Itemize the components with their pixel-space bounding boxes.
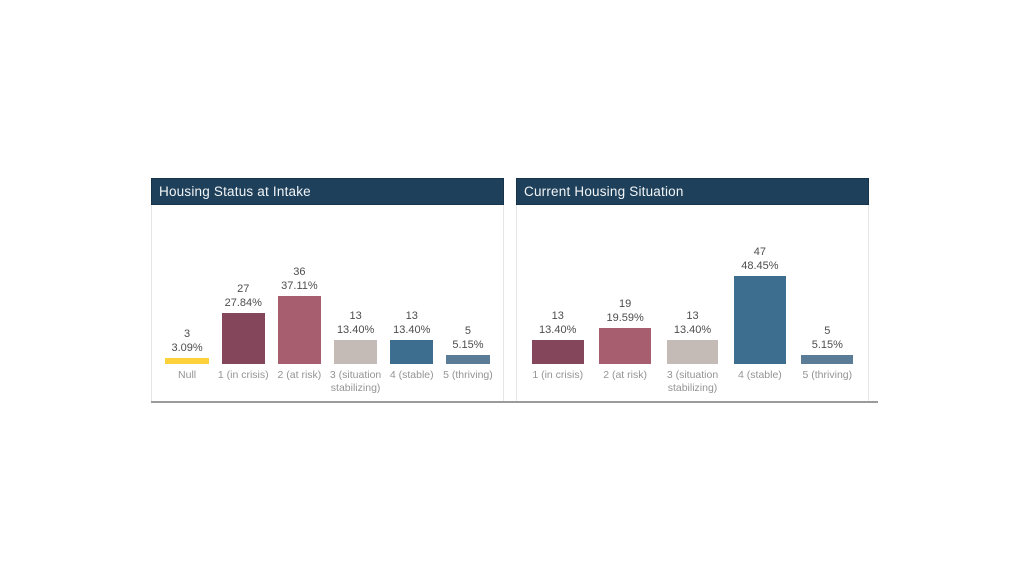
x-axis-label-1-in-crisis: 1 (in crisis) (532, 369, 584, 381)
bar-group-2-at-risk: 36 37.11% 2 (at risk) (271, 205, 327, 401)
bar-percent-label: 27.84% (224, 296, 262, 309)
bar-percent-label: 48.45% (741, 259, 779, 272)
bar-group-4-stable: 47 48.45% 4 (stable) (726, 205, 793, 401)
panel-housing-status-at-intake: Housing Status at Intake 3 3.09% Null 27 27.… (151, 178, 504, 401)
bar-1-in-crisis[interactable] (221, 313, 265, 364)
dashboard-zone: Housing Status at Intake 3 3.09% Null 27 27.… (151, 178, 878, 403)
bar-count-label: 13 (349, 310, 362, 322)
panel-current-housing-situation: Current Housing Situation 13 13.40% 1 (in … (516, 178, 869, 401)
bar-1-in-crisis[interactable] (531, 340, 584, 364)
bar-3-situation-stabilizing[interactable] (333, 340, 378, 364)
bar-count-label: 13 (405, 310, 418, 322)
bar-value-label: 13 13.40% (337, 310, 374, 337)
bar-value-label: 19 19.59% (606, 298, 643, 325)
x-axis-label-3-situation-stabilizing: 3 (situation stabilizing) (666, 369, 719, 394)
bar-count-label: 3 (184, 328, 191, 340)
bar-group-5-thriving: 5 5.15% 5 (thriving) (440, 205, 496, 401)
bar-value-label: 5 5.15% (812, 325, 843, 352)
x-axis-label-2-at-risk: 2 (at risk) (277, 369, 322, 381)
bar-percent-label: 19.59% (606, 311, 644, 324)
bar-value-label: 13 13.40% (539, 310, 576, 337)
bar-group-1-in-crisis: 13 13.40% 1 (in crisis) (524, 205, 591, 401)
bar-group-1-in-crisis: 27 27.84% 1 (in crisis) (215, 205, 271, 401)
bar-group-2-at-risk: 19 19.59% 2 (at risk) (591, 205, 658, 401)
bar-value-label: 13 13.40% (674, 310, 711, 337)
bar-percent-label: 5.15% (452, 338, 484, 351)
bar-percent-label: 13.40% (336, 323, 375, 336)
x-axis-label-4-stable: 4 (stable) (738, 369, 782, 381)
bar-count-label: 5 (464, 325, 471, 337)
bar-chart-housing-status-at-intake: 3 3.09% Null 27 27.84% 1 (in crisis) 36 37.11% 2… (151, 205, 504, 401)
x-axis-label-4-stable: 4 (stable) (389, 369, 434, 381)
x-axis-label-null: Null (178, 369, 197, 381)
chart-panels: Housing Status at Intake 3 3.09% Null 27 27.… (151, 178, 878, 401)
chart-title-current-housing-situation: Current Housing Situation (516, 178, 869, 205)
chart-title-housing-status-at-intake: Housing Status at Intake (151, 178, 504, 205)
bar-count-label: 5 (824, 325, 831, 337)
x-axis-label-3-situation-stabilizing: 3 (situation stabilizing) (329, 369, 382, 394)
bar-2-at-risk[interactable] (599, 328, 652, 364)
x-axis-label-1-in-crisis: 1 (in crisis) (217, 369, 269, 381)
bar-group-3-situation-stabilizing: 13 13.40% 3 (situation stabilizing) (659, 205, 726, 401)
bar-percent-label: 3.09% (171, 341, 203, 354)
bar-2-at-risk[interactable] (277, 296, 322, 364)
bar-percent-label: 5.15% (811, 338, 843, 351)
bar-value-label: 47 48.45% (741, 246, 778, 273)
bar-count-label: 47 (753, 246, 767, 258)
bar-percent-label: 13.40% (673, 323, 712, 336)
bar-percent-label: 13.40% (393, 323, 431, 336)
bar-value-label: 36 37.11% (281, 266, 318, 293)
bar-group-5-thriving: 5 5.15% 5 (thriving) (794, 205, 861, 401)
bar-count-label: 27 (237, 283, 250, 295)
bar-count-label: 13 (686, 310, 699, 322)
bar-5-thriving[interactable] (446, 355, 490, 364)
bar-4-stable[interactable] (733, 276, 786, 364)
bar-group-4-stable: 13 13.40% 4 (stable) (384, 205, 440, 401)
x-axis-label-5-thriving: 5 (thriving) (443, 369, 493, 381)
bar-5-thriving[interactable] (801, 355, 854, 364)
bar-percent-label: 13.40% (539, 323, 577, 336)
bar-group-null: 3 3.09% Null (159, 205, 215, 401)
bar-value-label: 13 13.40% (393, 310, 430, 337)
bar-null[interactable] (165, 358, 209, 364)
bar-value-label: 27 27.84% (225, 283, 262, 310)
bar-chart-current-housing-situation: 13 13.40% 1 (in crisis) 19 19.59% 2 (at risk)… (516, 205, 869, 401)
bar-count-label: 13 (551, 310, 564, 322)
bar-3-situation-stabilizing[interactable] (666, 340, 719, 364)
bar-value-label: 5 5.15% (452, 325, 483, 352)
bar-count-label: 36 (293, 266, 306, 278)
bar-value-label: 3 3.09% (171, 328, 202, 355)
bar-group-3-situation-stabilizing: 13 13.40% 3 (situation stabilizing) (328, 205, 384, 401)
bar-count-label: 19 (618, 298, 632, 310)
bar-percent-label: 37.11% (281, 279, 318, 292)
bar-4-stable[interactable] (390, 340, 434, 364)
x-axis-label-2-at-risk: 2 (at risk) (603, 369, 647, 381)
x-axis-label-5-thriving: 5 (thriving) (802, 369, 853, 381)
